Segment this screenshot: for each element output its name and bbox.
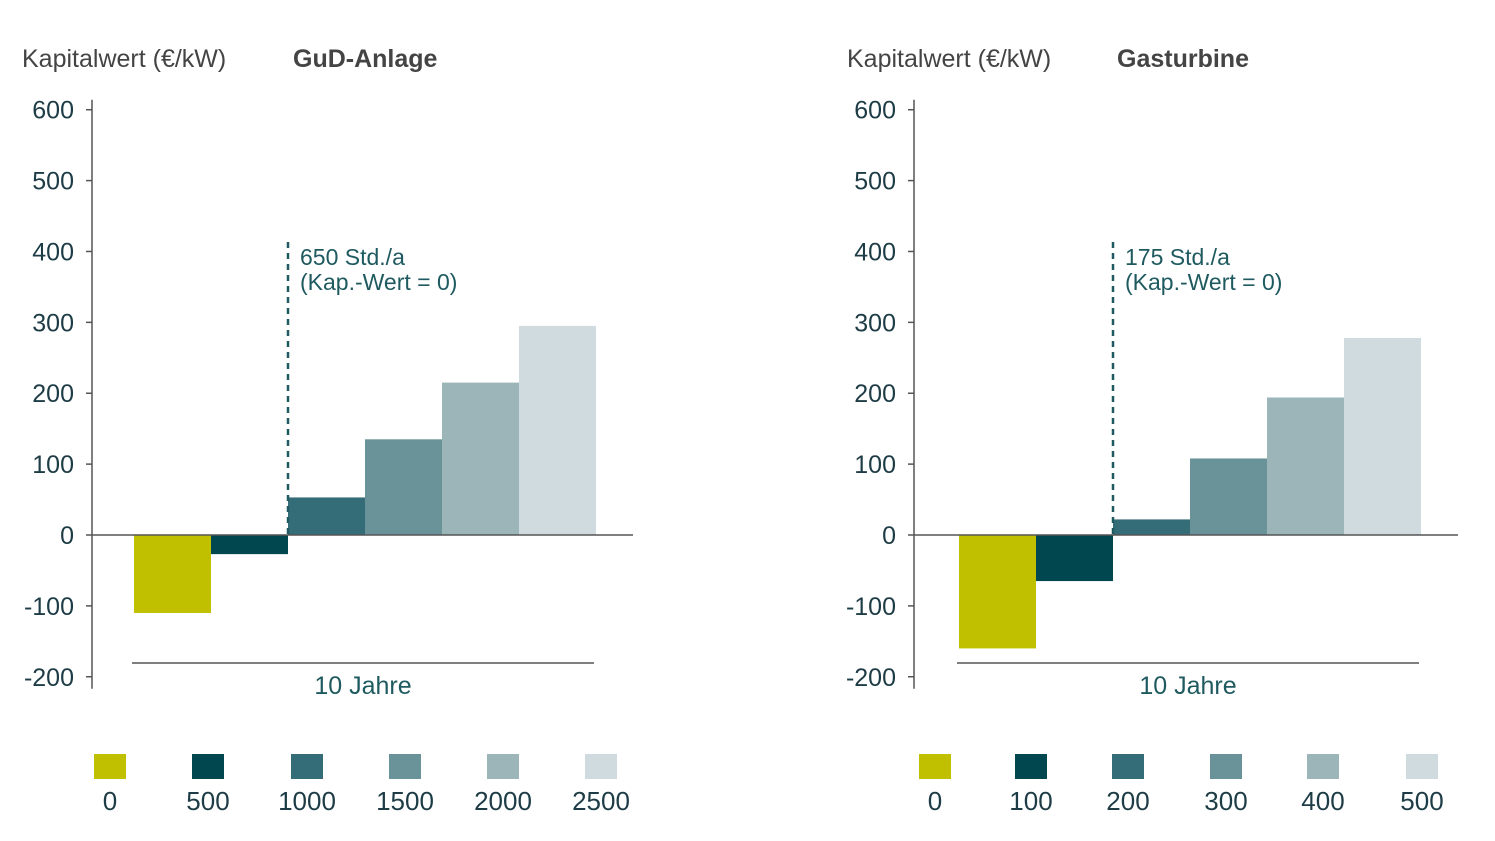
bar-300 xyxy=(1190,458,1267,535)
legend-swatch-1500 xyxy=(389,754,421,779)
y-tick-label: -200 xyxy=(846,664,896,692)
y-axis-label: Kapitalwert (€/kW) xyxy=(22,45,226,73)
bar-200 xyxy=(1113,519,1190,535)
period-label: 10 Jahre xyxy=(1139,672,1236,700)
bar-100 xyxy=(1036,535,1113,582)
y-tick-label: 100 xyxy=(854,451,896,479)
y-tick-label: 600 xyxy=(32,97,74,125)
legend-swatch-1000 xyxy=(291,754,323,779)
chart-panel-0: Kapitalwert (€/kW) GuD-Anlage 600 500 400 300… xyxy=(22,45,633,816)
legend-label: 0 xyxy=(928,786,942,816)
y-tick-label: -100 xyxy=(846,593,896,621)
annotation-note: (Kap.-Wert = 0) xyxy=(1125,269,1282,295)
y-tick-label: -100 xyxy=(24,593,74,621)
bar-400 xyxy=(1267,397,1344,535)
y-tick-label: 500 xyxy=(854,168,896,196)
bar-0 xyxy=(134,535,211,613)
y-tick-label: 400 xyxy=(32,238,74,266)
legend-label: 500 xyxy=(1400,786,1443,816)
y-tick-label: 200 xyxy=(32,380,74,408)
chart-title: GuD-Anlage xyxy=(293,45,438,73)
legend-label: 400 xyxy=(1301,786,1344,816)
chart-header: Kapitalwert (€/kW) Gasturbine xyxy=(847,45,1249,73)
legend-label: 2500 xyxy=(572,786,630,816)
y-tick-label: 0 xyxy=(882,522,896,550)
legend-label: 2000 xyxy=(474,786,532,816)
legend-label: 0 xyxy=(103,786,117,816)
bar-500 xyxy=(211,535,288,555)
legend-label: 1000 xyxy=(278,786,336,816)
y-tick-label: 400 xyxy=(854,238,896,266)
bar-1500 xyxy=(365,439,442,535)
legend-swatch-500 xyxy=(1406,754,1438,779)
bar-1000 xyxy=(288,497,365,535)
y-tick-label: 100 xyxy=(32,451,74,479)
legend-swatch-500 xyxy=(192,754,224,779)
period-label: 10 Jahre xyxy=(314,672,411,700)
chart-header: Kapitalwert (€/kW) GuD-Anlage xyxy=(22,45,438,73)
bar-2500 xyxy=(519,325,596,535)
chart-title: Gasturbine xyxy=(1117,45,1249,73)
y-tick-label: 300 xyxy=(854,309,896,337)
legend-label: 1500 xyxy=(376,786,434,816)
legend-swatch-100 xyxy=(1015,754,1047,779)
bar-500 xyxy=(1344,337,1421,535)
annotation-hours: 175 Std./a xyxy=(1125,244,1230,270)
y-tick-label: 300 xyxy=(32,309,74,337)
legend-label: 100 xyxy=(1009,786,1052,816)
legend-swatch-400 xyxy=(1307,754,1339,779)
bar-0 xyxy=(959,535,1036,649)
legend-swatch-300 xyxy=(1210,754,1242,779)
legend-swatch-2000 xyxy=(487,754,519,779)
y-tick-label: -200 xyxy=(24,664,74,692)
y-tick-label: 500 xyxy=(32,168,74,196)
legend-swatch-2500 xyxy=(585,754,617,779)
chart-panel-1: Kapitalwert (€/kW) Gasturbine 600 500 400 300… xyxy=(846,45,1458,816)
legend-swatch-0 xyxy=(94,754,126,779)
legend-swatch-0 xyxy=(919,754,951,779)
bar-2000 xyxy=(442,382,519,535)
y-tick-label: 200 xyxy=(854,380,896,408)
annotation-note: (Kap.-Wert = 0) xyxy=(300,269,457,295)
legend-label: 500 xyxy=(186,786,229,816)
y-tick-label: 600 xyxy=(854,97,896,125)
annotation-hours: 650 Std./a xyxy=(300,244,405,270)
y-tick-label: 0 xyxy=(60,522,74,550)
legend-label: 200 xyxy=(1106,786,1149,816)
y-axis-label: Kapitalwert (€/kW) xyxy=(847,45,1051,73)
legend-swatch-200 xyxy=(1112,754,1144,779)
legend-label: 300 xyxy=(1204,786,1247,816)
